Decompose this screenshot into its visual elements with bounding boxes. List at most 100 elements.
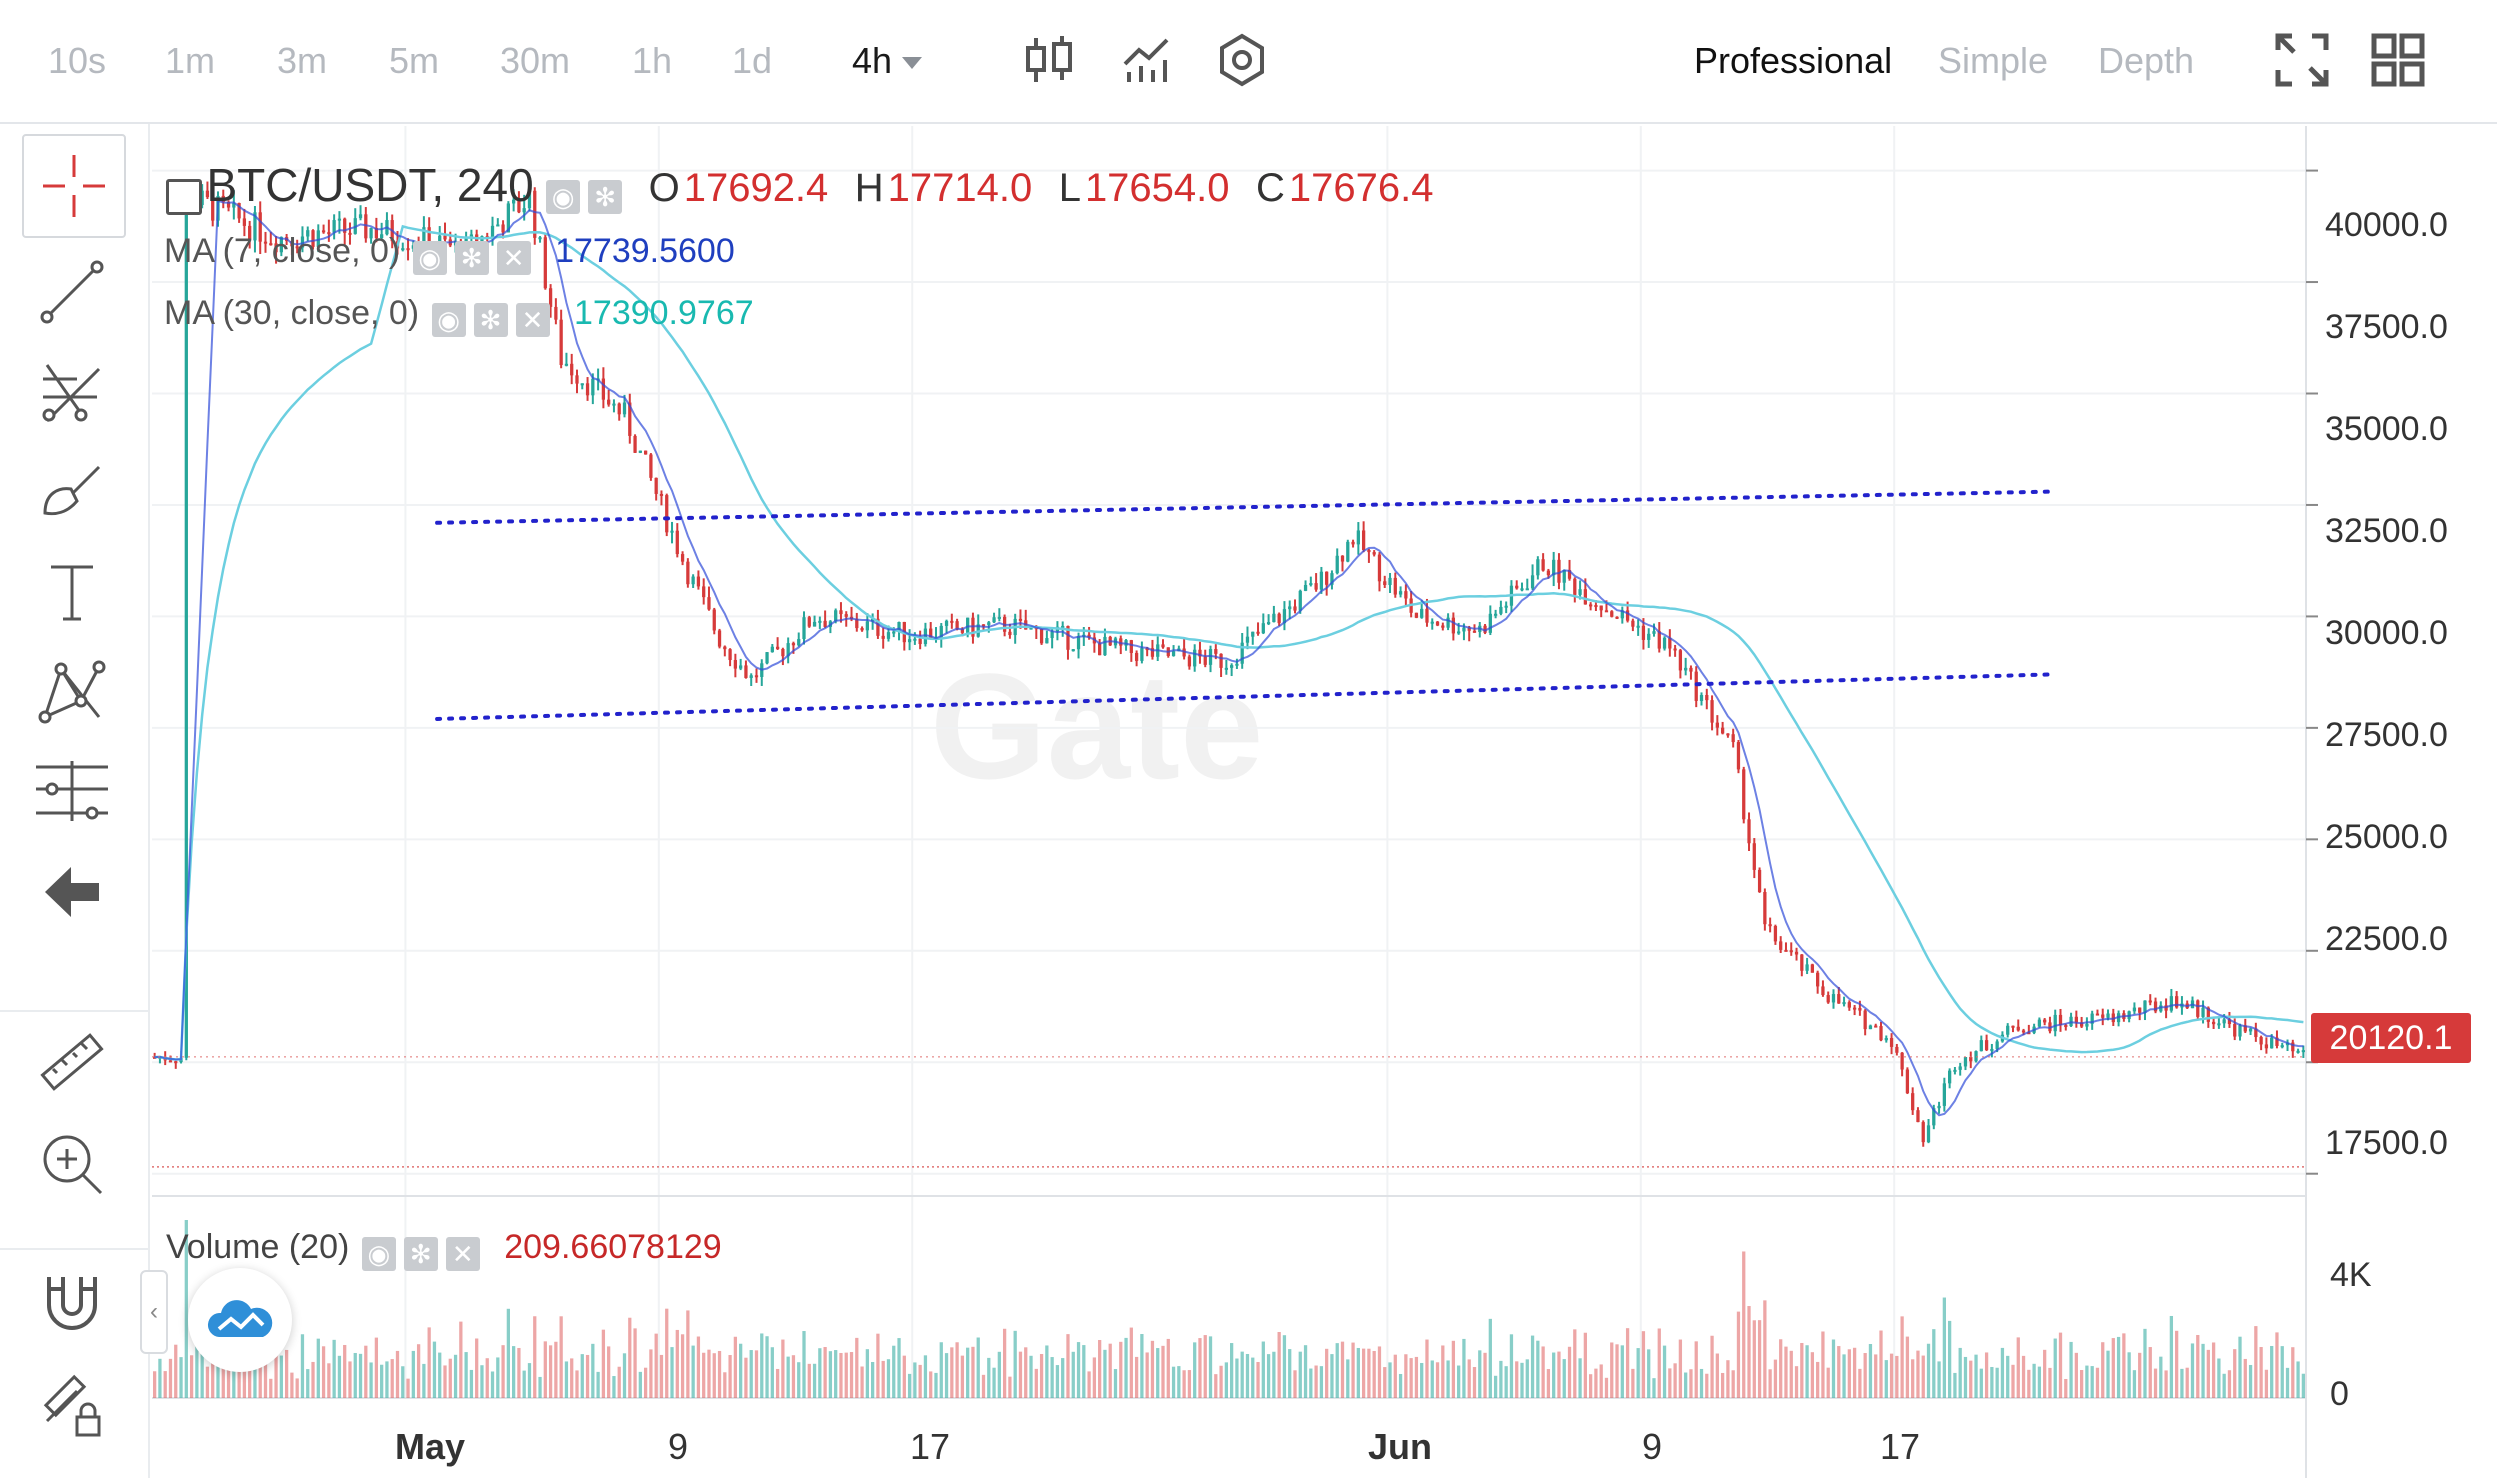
magnet-icon[interactable]	[22, 1252, 122, 1352]
gear-icon[interactable]: ✻	[454, 240, 489, 275]
volume-bar	[749, 1350, 753, 1398]
close-icon[interactable]: ✕	[445, 1236, 480, 1271]
candlestick-type-icon[interactable]	[1020, 30, 1080, 90]
volume-bar	[538, 1376, 542, 1398]
volume-bar	[2275, 1332, 2279, 1398]
y-tick: 27500.0	[2325, 716, 2448, 754]
volume-bar	[717, 1350, 722, 1398]
candle-body	[1335, 555, 1339, 574]
volume-bar	[1652, 1378, 1656, 1398]
timeframe-1h[interactable]: 1h	[632, 40, 673, 81]
timeframe-1d[interactable]: 1d	[732, 40, 773, 81]
ruler-icon[interactable]	[22, 1012, 122, 1112]
candle-body	[1314, 583, 1318, 590]
volume-bar	[1467, 1359, 1471, 1398]
volume-bar	[1171, 1366, 1176, 1398]
close-icon[interactable]: ✕	[496, 240, 531, 275]
candle-body	[1039, 628, 1044, 644]
eye-icon[interactable]: ◉	[431, 302, 466, 337]
settings-icon[interactable]	[1212, 30, 1272, 90]
brush-icon[interactable]	[22, 442, 122, 542]
eye-icon[interactable]: ◉	[546, 179, 581, 214]
ma7-value: 17739.5600	[555, 232, 735, 270]
volume-bar	[1974, 1354, 1978, 1398]
close-icon[interactable]: ✕	[515, 302, 550, 337]
crosshair-icon[interactable]	[22, 134, 126, 238]
candle-body	[1937, 1105, 1941, 1109]
timeframe-30m[interactable]: 30m	[500, 40, 571, 81]
timeframe-5m[interactable]: 5m	[389, 40, 440, 81]
timeframe-10s[interactable]: 10s	[48, 40, 107, 81]
gear-icon[interactable]: ✻	[403, 1236, 438, 1271]
candle-body	[1076, 636, 1081, 650]
volume-bar	[580, 1354, 584, 1398]
legend-ma7-row: MA (7, close, 0) ◉ ✻ ✕ 17739.5600	[164, 232, 735, 275]
cloud-sync-button[interactable]	[188, 1268, 292, 1372]
candle-body	[2264, 1044, 2269, 1049]
candle-body	[253, 212, 257, 241]
candle-body	[2254, 1028, 2258, 1038]
eye-icon[interactable]: ◉	[412, 240, 447, 275]
mode-professional[interactable]: Professional	[1694, 40, 1893, 81]
volume-bar	[2159, 1356, 2163, 1398]
volume-bar	[649, 1349, 653, 1398]
candle-body	[918, 638, 922, 645]
volume-bar	[2111, 1338, 2115, 1398]
volume-bar	[517, 1347, 521, 1398]
collapse-panel-toggle[interactable]: ‹	[140, 1270, 168, 1354]
gear-icon[interactable]: ✻	[473, 302, 508, 337]
timeframe-3m[interactable]: 3m	[277, 40, 328, 81]
eye-icon[interactable]: ◉	[361, 1236, 396, 1271]
volume-bar	[2238, 1336, 2242, 1398]
volume-bar	[1251, 1357, 1255, 1398]
mode-simple[interactable]: Simple	[1938, 40, 2049, 81]
open-value: 17692.4	[683, 166, 829, 210]
indicators-icon[interactable]	[1117, 30, 1177, 90]
trend-line-icon[interactable]	[22, 242, 122, 342]
candle-body	[607, 399, 611, 405]
high-value: 17714.0	[887, 166, 1033, 210]
back-arrow-icon[interactable]	[22, 842, 122, 942]
mode-depth[interactable]: Depth	[2098, 40, 2195, 81]
candle-body	[1293, 606, 1297, 611]
pattern-icon[interactable]	[22, 642, 122, 742]
volume-bar	[443, 1365, 447, 1398]
candle-body	[2095, 1013, 2100, 1016]
volume-bar	[860, 1366, 864, 1398]
candle-body	[1990, 1048, 1994, 1051]
volume-bar	[987, 1357, 991, 1398]
candle-body	[1119, 638, 1123, 646]
candle-body	[300, 236, 305, 248]
lock-drawing-icon[interactable]	[22, 1356, 122, 1456]
candle-body	[321, 230, 326, 233]
zoom-in-icon[interactable]	[22, 1114, 122, 1214]
low-label: L	[1058, 166, 1081, 210]
text-icon[interactable]	[22, 542, 122, 642]
collapse-legend-icon[interactable]	[166, 178, 202, 215]
candle-body	[1388, 577, 1392, 586]
volume-bar	[1325, 1348, 1329, 1398]
candle-body	[1763, 891, 1767, 925]
timeframe-1m[interactable]: 1m	[165, 40, 216, 81]
candle-body	[786, 643, 790, 657]
volume-bar	[438, 1352, 442, 1398]
candle-body	[2159, 1005, 2163, 1012]
candle-body	[1816, 972, 1820, 987]
volume-bar	[527, 1363, 532, 1398]
volume-bar	[696, 1336, 701, 1398]
legend-ma30-row: MA (30, close, 0) ◉ ✻ ✕ 17390.9767	[164, 294, 754, 337]
candle-body	[279, 237, 283, 253]
fullscreen-icon[interactable]	[2272, 30, 2332, 90]
fib-tool-icon[interactable]	[22, 342, 122, 442]
measure-levels-icon[interactable]	[22, 742, 122, 842]
candle-body	[269, 243, 273, 246]
candle-body	[1525, 588, 1529, 591]
candle-body	[675, 530, 679, 555]
timeframe-4h-dropdown[interactable]: 4h	[852, 40, 923, 82]
gear-icon[interactable]: ✻	[588, 179, 623, 214]
layout-grid-icon[interactable]	[2368, 30, 2428, 90]
candle-body	[1747, 819, 1751, 844]
candle-body	[1488, 613, 1492, 633]
volume-bar	[2190, 1343, 2195, 1398]
